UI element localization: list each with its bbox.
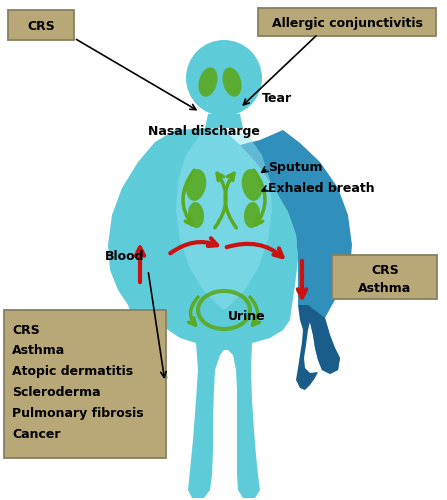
- Polygon shape: [205, 114, 243, 128]
- Polygon shape: [176, 128, 272, 310]
- Text: Urine: Urine: [228, 310, 266, 322]
- Text: Tear: Tear: [262, 92, 292, 104]
- Ellipse shape: [198, 68, 218, 96]
- FancyBboxPatch shape: [332, 255, 437, 299]
- Text: Asthma: Asthma: [12, 344, 65, 358]
- Text: Allergic conjunctivitis: Allergic conjunctivitis: [272, 16, 422, 30]
- Ellipse shape: [186, 169, 206, 201]
- Ellipse shape: [244, 202, 260, 228]
- FancyArrowPatch shape: [136, 248, 144, 282]
- Text: Cancer: Cancer: [12, 428, 60, 442]
- FancyArrowPatch shape: [183, 170, 194, 224]
- FancyBboxPatch shape: [4, 310, 166, 458]
- Polygon shape: [118, 318, 168, 392]
- Text: CRS: CRS: [27, 20, 55, 34]
- Circle shape: [186, 40, 262, 116]
- FancyArrowPatch shape: [225, 174, 236, 228]
- FancyArrowPatch shape: [189, 297, 198, 325]
- Text: CRS: CRS: [12, 324, 40, 336]
- Text: Scleroderma: Scleroderma: [12, 386, 101, 400]
- Text: Atopic dermatitis: Atopic dermatitis: [12, 366, 133, 378]
- FancyBboxPatch shape: [258, 8, 436, 36]
- Text: Asthma: Asthma: [358, 282, 412, 296]
- Ellipse shape: [188, 202, 204, 228]
- Text: Exhaled breath: Exhaled breath: [268, 182, 375, 194]
- Text: CRS: CRS: [371, 264, 399, 278]
- FancyArrowPatch shape: [215, 174, 226, 228]
- FancyArrowPatch shape: [254, 170, 265, 224]
- Ellipse shape: [223, 68, 241, 96]
- Polygon shape: [296, 305, 340, 390]
- FancyArrowPatch shape: [170, 238, 217, 254]
- Text: Blood: Blood: [105, 250, 144, 262]
- FancyArrowPatch shape: [250, 297, 259, 325]
- Ellipse shape: [242, 169, 262, 201]
- Polygon shape: [240, 130, 352, 374]
- FancyArrowPatch shape: [298, 261, 306, 298]
- Polygon shape: [108, 128, 298, 498]
- FancyBboxPatch shape: [8, 10, 74, 40]
- Text: Sputum: Sputum: [268, 162, 322, 174]
- Text: Nasal discharge: Nasal discharge: [148, 126, 260, 138]
- FancyArrowPatch shape: [227, 244, 283, 257]
- Text: Pulmonary fibrosis: Pulmonary fibrosis: [12, 408, 143, 420]
